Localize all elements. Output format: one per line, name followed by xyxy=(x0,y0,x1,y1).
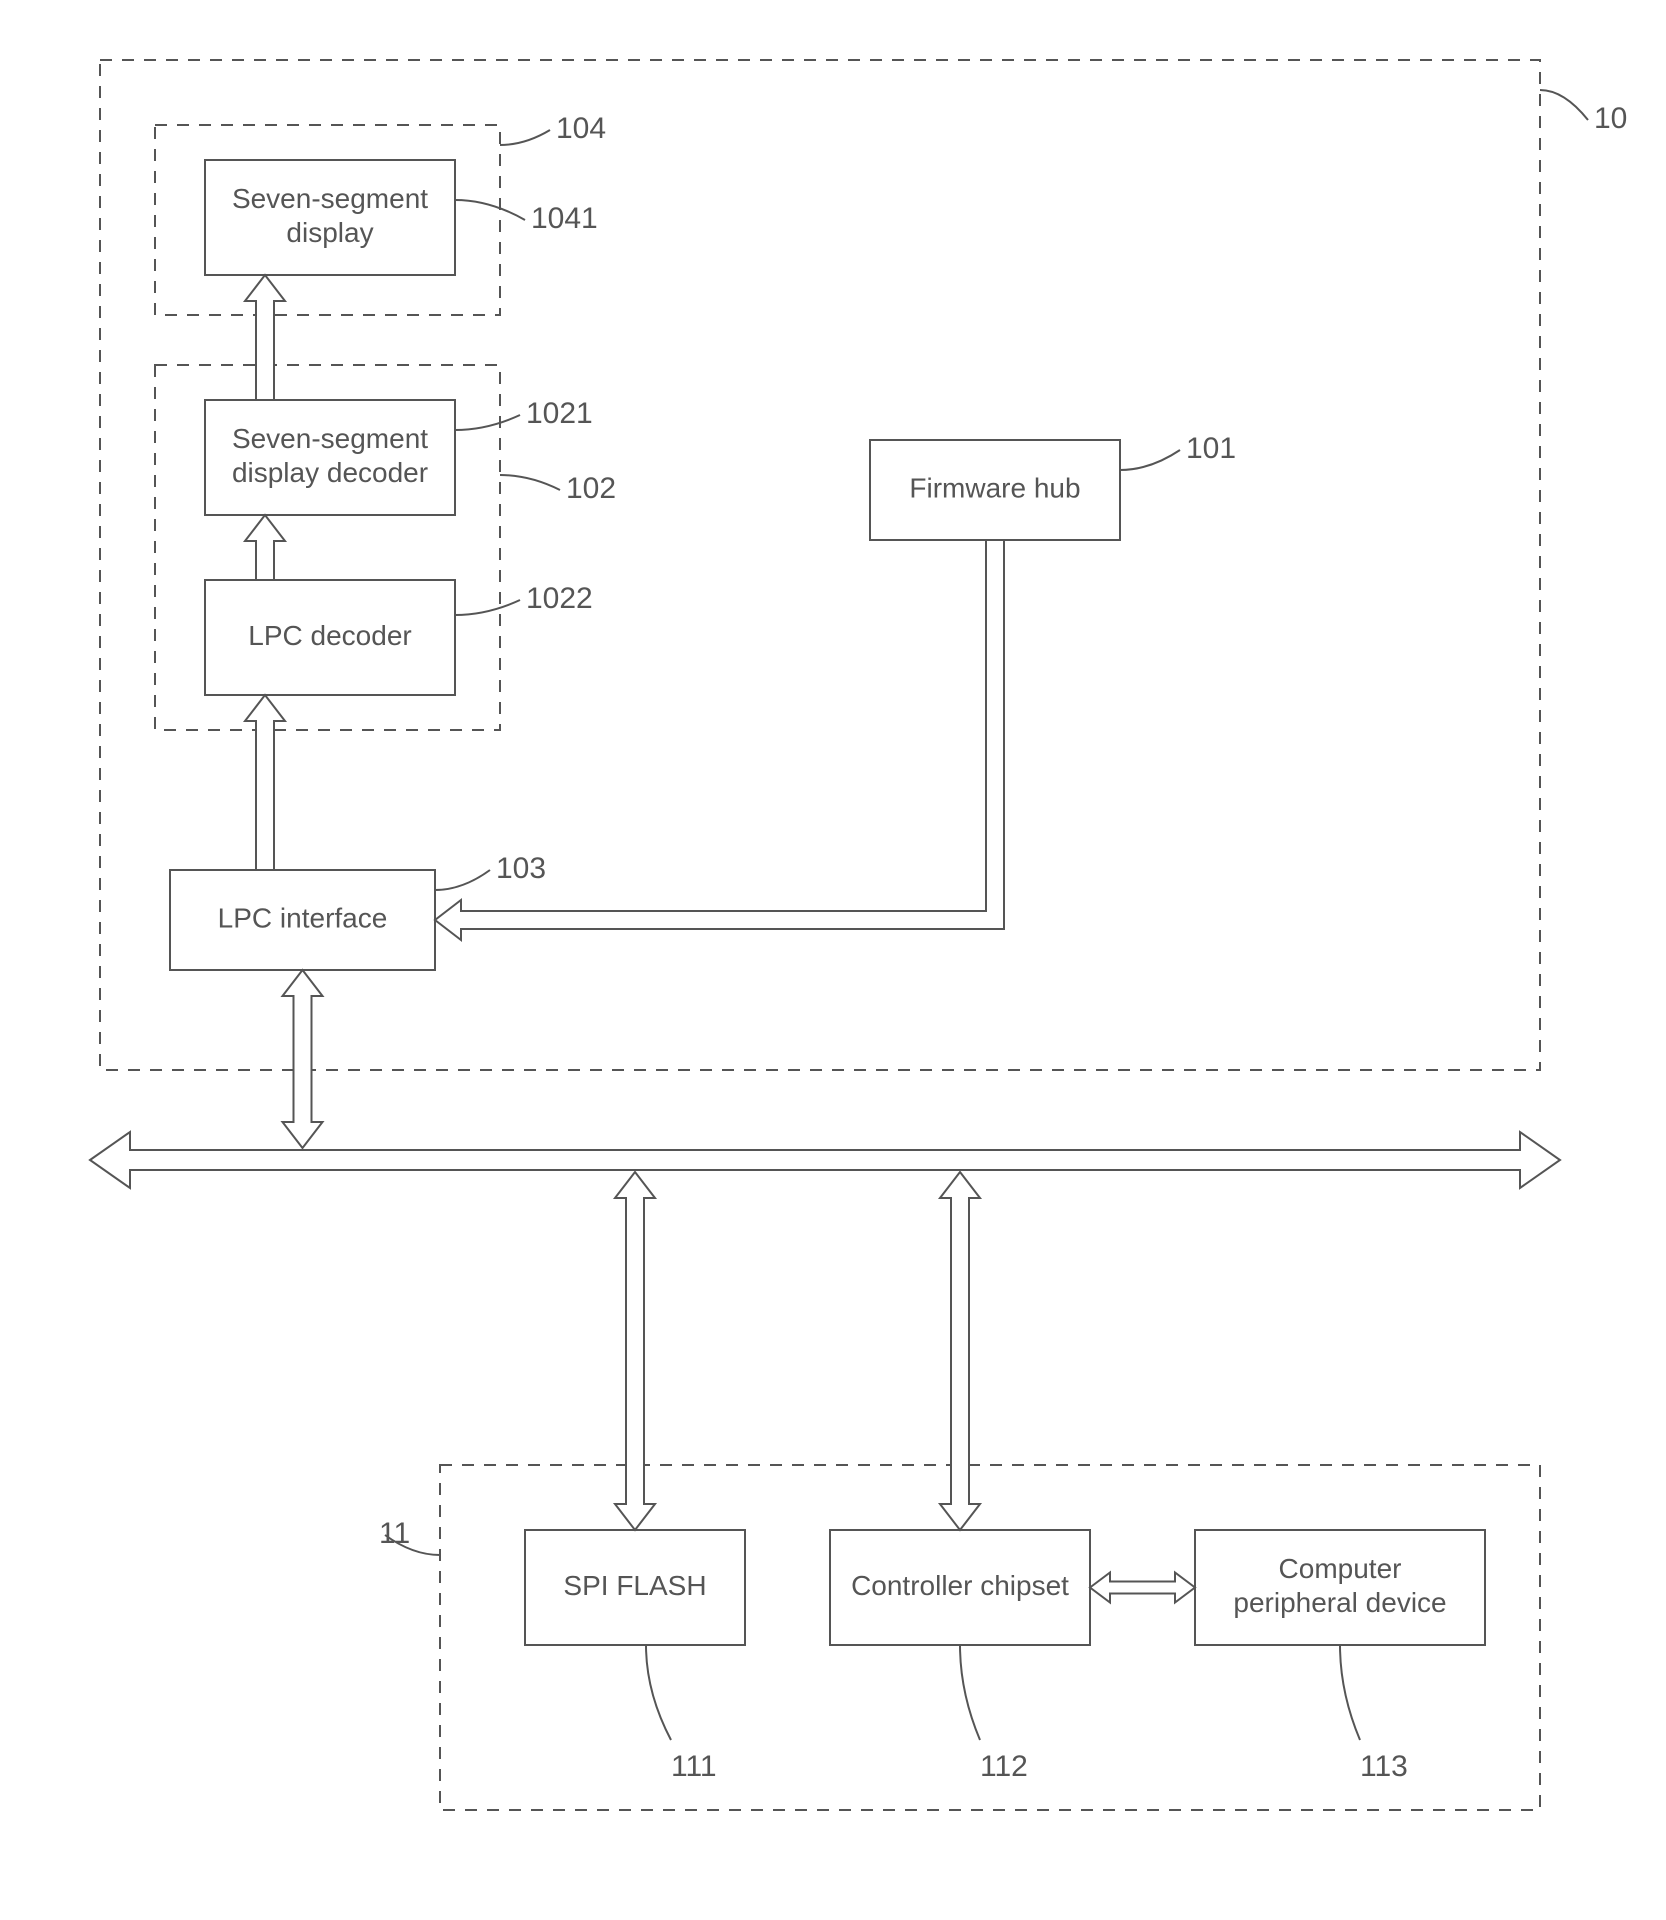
ref-10-leader xyxy=(1540,90,1588,120)
arrow-iface-bus xyxy=(283,970,323,1148)
ref-104-ref: 104 xyxy=(556,112,606,145)
node-peripheral-label: Computer xyxy=(1279,1553,1402,1584)
ref-10-ref: 10 xyxy=(1594,102,1627,135)
ref-101-leader xyxy=(1120,450,1180,470)
ref-1041-ref: 1041 xyxy=(531,202,598,235)
node-lpc-decoder-label: LPC decoder xyxy=(248,620,411,651)
arrow-ctrl-periph xyxy=(1090,1573,1195,1603)
node-spi-flash-label: SPI FLASH xyxy=(563,1570,706,1601)
ref-102-ref: 102 xyxy=(566,472,616,505)
ref-112-ref: 112 xyxy=(980,1750,1028,1783)
ref-104-leader xyxy=(500,130,550,145)
ref-1022-ref: 1022 xyxy=(526,582,593,615)
arrow-iface-to-lpcdec xyxy=(245,695,285,870)
node-peripheral-label: peripheral device xyxy=(1233,1587,1446,1618)
node-seven-segment-decoder-label: Seven-segment xyxy=(232,423,428,454)
node-seven-segment-display-label: display xyxy=(286,217,373,248)
arrow-lpcdec-to-7segdec xyxy=(245,515,285,580)
ref-11-ref: 11 xyxy=(379,1517,410,1550)
arrow-7segdec-to-display xyxy=(245,275,285,400)
node-firmware-hub-label: Firmware hub xyxy=(909,472,1080,503)
arrow-ctrl-bus xyxy=(940,1172,980,1530)
ref-111-ref: 111 xyxy=(671,1750,717,1783)
ref-101-ref: 101 xyxy=(1186,432,1236,465)
ref-1021-ref: 1021 xyxy=(526,397,593,430)
node-seven-segment-decoder-label: display decoder xyxy=(232,457,428,488)
arrow-spi-bus xyxy=(615,1172,655,1530)
ref-1041-leader xyxy=(455,200,525,220)
node-controller-chipset-label: Controller chipset xyxy=(851,1570,1069,1601)
ref-103-leader xyxy=(435,870,490,890)
ref-103-ref: 103 xyxy=(496,852,546,885)
node-lpc-interface-label: LPC interface xyxy=(218,902,388,933)
ref-1021-leader xyxy=(455,415,520,430)
node-seven-segment-display-label: Seven-segment xyxy=(232,183,428,214)
ref-1022-leader xyxy=(455,600,520,615)
ref-113-leader xyxy=(1340,1645,1360,1740)
bus xyxy=(90,1132,1560,1188)
ref-113-ref: 113 xyxy=(1360,1750,1408,1783)
ref-111-leader xyxy=(646,1645,671,1740)
ref-112-leader xyxy=(960,1645,980,1740)
ref-102-leader xyxy=(500,475,560,490)
